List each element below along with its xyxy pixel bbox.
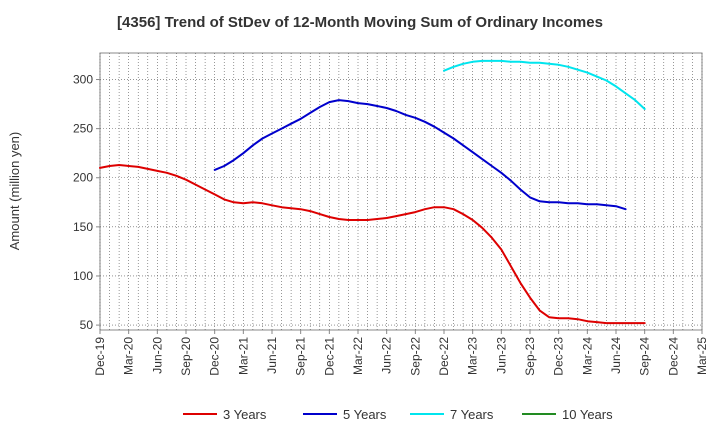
x-tick-label: Jun-23 xyxy=(494,337,508,374)
x-tick-label: Mar-25 xyxy=(695,337,709,375)
x-tick-label: Dec-23 xyxy=(552,337,566,376)
legend-item-10-years: 10 Years xyxy=(522,407,613,422)
legend-label: 5 Years xyxy=(343,407,387,422)
legend-label: 10 Years xyxy=(562,407,613,422)
y-tick-label: 200 xyxy=(73,171,93,185)
chart-title: [4356] Trend of StDev of 12-Month Moving… xyxy=(117,14,603,31)
series-line-7-years xyxy=(443,59,646,110)
y-axis-label: Amount (million yen) xyxy=(7,132,22,251)
y-tick-label: 300 xyxy=(73,73,93,87)
x-tick-label: Sep-20 xyxy=(179,337,193,376)
x-tick-label: Sep-21 xyxy=(294,337,308,376)
legend-item-3-years: 3 Years xyxy=(183,407,267,422)
x-tick-label: Dec-21 xyxy=(322,337,336,376)
legend-label: 7 Years xyxy=(450,407,494,422)
x-tick-label: Dec-19 xyxy=(93,337,107,376)
y-axis-ticks: 50 100 150 200 250 300 xyxy=(73,73,100,332)
x-tick-label: Sep-23 xyxy=(523,337,537,376)
x-tick-label: Jun-22 xyxy=(380,337,394,374)
x-tick-label: Dec-20 xyxy=(208,337,222,376)
x-tick-label: Jun-24 xyxy=(609,337,623,374)
series-lines xyxy=(99,59,646,325)
y-tick-label: 250 xyxy=(73,122,93,136)
x-tick-label: Sep-24 xyxy=(638,337,652,376)
x-tick-label: Mar-24 xyxy=(580,337,594,375)
legend-label: 3 Years xyxy=(223,407,267,422)
y-tick-label: 50 xyxy=(80,318,94,332)
x-tick-label: Mar-23 xyxy=(466,337,480,375)
legend: 3 Years 5 Years 7 Years 10 Years xyxy=(183,407,613,422)
x-tick-label: Mar-21 xyxy=(236,337,250,375)
legend-item-7-years: 7 Years xyxy=(410,407,494,422)
y-tick-label: 150 xyxy=(73,220,93,234)
x-tick-label: Dec-24 xyxy=(666,337,680,376)
legend-item-5-years: 5 Years xyxy=(303,407,387,422)
grid-lines xyxy=(99,53,703,330)
x-axis-ticks: Dec-19 Mar-20 Jun-20 Sep-20 Dec-20 Mar-21 Jun-… xyxy=(93,330,709,376)
series-line-3-years xyxy=(99,164,646,325)
plot-area xyxy=(99,52,703,331)
x-tick-label: Jun-21 xyxy=(265,337,279,374)
x-tick-label: Mar-22 xyxy=(351,337,365,375)
x-tick-label: Mar-20 xyxy=(122,337,136,375)
x-tick-label: Jun-20 xyxy=(150,337,164,374)
plot-border xyxy=(99,52,703,331)
x-tick-label: Sep-22 xyxy=(408,337,422,376)
series-line-5-years xyxy=(213,99,627,211)
y-tick-label: 100 xyxy=(73,269,93,283)
x-tick-label: Dec-22 xyxy=(437,337,451,376)
